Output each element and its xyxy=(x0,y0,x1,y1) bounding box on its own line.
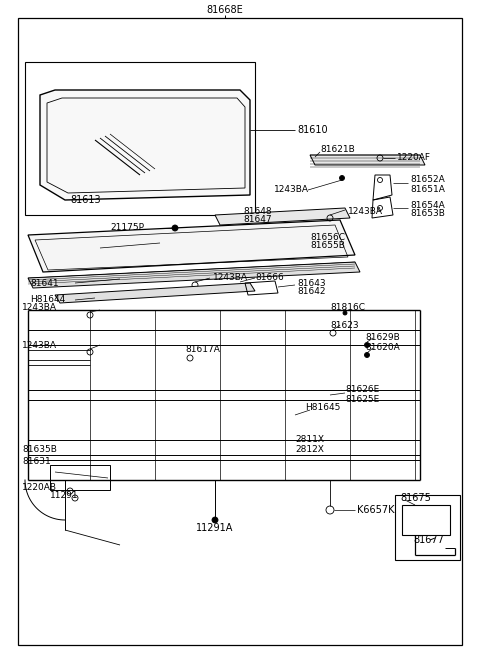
Polygon shape xyxy=(28,220,355,272)
Text: 1243BA: 1243BA xyxy=(22,304,57,312)
Text: 2812X: 2812X xyxy=(295,445,324,453)
Circle shape xyxy=(212,517,218,523)
Polygon shape xyxy=(55,283,255,303)
Text: 1243BA: 1243BA xyxy=(348,207,383,216)
Text: H81644: H81644 xyxy=(30,295,65,304)
Text: 81642: 81642 xyxy=(297,287,325,297)
Text: 81626E: 81626E xyxy=(345,386,379,394)
Circle shape xyxy=(343,311,347,315)
Text: 81647: 81647 xyxy=(243,216,272,224)
Text: 81620A: 81620A xyxy=(365,344,400,352)
Text: 81635B: 81635B xyxy=(22,445,57,455)
Polygon shape xyxy=(18,18,462,645)
Text: 81656C: 81656C xyxy=(310,232,345,241)
Text: 1243BA: 1243BA xyxy=(213,274,248,283)
Text: 81621B: 81621B xyxy=(320,146,355,155)
Polygon shape xyxy=(395,495,460,560)
Text: 81617A: 81617A xyxy=(185,346,220,354)
Text: 81655B: 81655B xyxy=(310,241,345,251)
Text: 1243BA: 1243BA xyxy=(22,340,57,350)
Circle shape xyxy=(172,225,178,231)
Text: 81666: 81666 xyxy=(255,272,284,281)
Text: 81677: 81677 xyxy=(413,535,444,545)
Polygon shape xyxy=(25,62,255,215)
Text: 81610: 81610 xyxy=(297,125,328,135)
Text: 81816C: 81816C xyxy=(330,302,365,312)
Circle shape xyxy=(364,352,370,358)
Text: 21175P: 21175P xyxy=(110,222,144,232)
Polygon shape xyxy=(28,262,360,288)
Text: 81651A: 81651A xyxy=(410,184,445,194)
Text: 1220AB: 1220AB xyxy=(22,483,57,493)
Text: 81643: 81643 xyxy=(297,279,325,287)
Text: 81623: 81623 xyxy=(330,321,359,329)
Circle shape xyxy=(339,176,345,180)
Text: 11291A: 11291A xyxy=(196,523,234,533)
Text: 11291: 11291 xyxy=(50,491,79,501)
Text: 81629B: 81629B xyxy=(365,333,400,342)
Text: 81654A: 81654A xyxy=(410,201,445,209)
Circle shape xyxy=(364,342,370,348)
Text: K6657K: K6657K xyxy=(357,505,395,515)
Text: 81652A: 81652A xyxy=(410,176,445,184)
Text: 81641: 81641 xyxy=(30,279,59,287)
Text: 1220AF: 1220AF xyxy=(397,154,431,163)
Text: 81625E: 81625E xyxy=(345,394,379,403)
Text: 81613: 81613 xyxy=(70,195,101,205)
Text: H81645: H81645 xyxy=(305,403,340,411)
Text: 81648: 81648 xyxy=(243,207,272,216)
Text: 81675: 81675 xyxy=(400,493,431,503)
Text: 81631: 81631 xyxy=(22,457,51,466)
Polygon shape xyxy=(310,155,425,165)
Text: 2811X: 2811X xyxy=(295,436,324,445)
Text: 81668E: 81668E xyxy=(206,5,243,15)
Text: 81653B: 81653B xyxy=(410,209,445,218)
Polygon shape xyxy=(40,90,250,200)
Polygon shape xyxy=(215,208,350,225)
Text: 1243BA: 1243BA xyxy=(274,186,309,194)
